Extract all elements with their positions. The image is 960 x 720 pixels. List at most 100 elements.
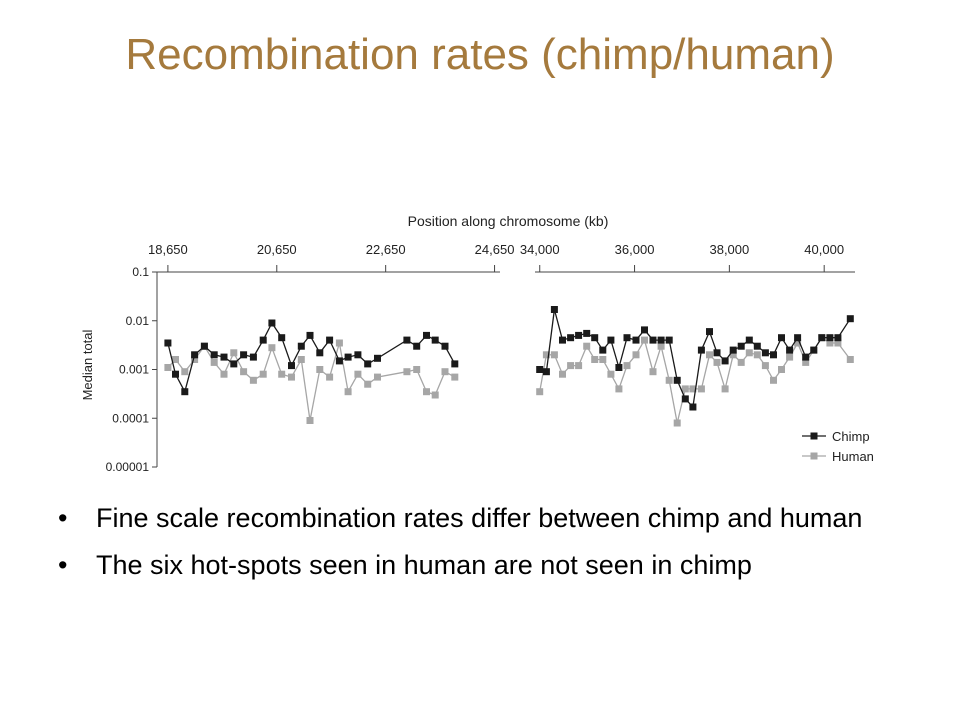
chimp-data-point — [778, 334, 785, 342]
chimp-data-point — [673, 376, 681, 384]
human-data-point — [567, 362, 575, 370]
human-data-point — [706, 351, 713, 359]
chimp-data-point — [230, 360, 238, 368]
chimp-data-point — [632, 336, 640, 344]
recombination-chart: Position along chromosome (kb) Median tot… — [80, 213, 874, 474]
x-tick-label: 22,650 — [366, 242, 406, 257]
human-data-point — [826, 339, 834, 347]
chimp-data-point — [164, 339, 172, 347]
bullet-dot-icon: • — [58, 503, 68, 533]
human-data-point — [665, 376, 673, 384]
y-axis-title: Median total — [80, 329, 95, 400]
human-data-point — [542, 351, 550, 359]
bullet-list: • Fine scale recombination rates differ … — [58, 502, 918, 596]
chimp-data-point — [665, 336, 673, 344]
human-data-point — [354, 370, 362, 378]
human-data-point — [210, 358, 218, 366]
human-data-point — [753, 351, 761, 359]
chimp-data-point — [374, 354, 381, 362]
chimp-data-point — [846, 315, 854, 323]
human-data-point — [599, 356, 607, 363]
chimp-data-point — [826, 334, 834, 342]
chimp-data-point — [623, 334, 631, 342]
human-data-point — [230, 349, 238, 357]
human-data-point — [164, 364, 172, 371]
human-data-point — [306, 417, 314, 424]
bullet-dot-icon: • — [58, 550, 68, 580]
human-data-point — [632, 351, 640, 359]
x-tick-label: 40,000 — [804, 242, 844, 257]
human-data-point — [607, 370, 615, 378]
human-data-point — [721, 385, 729, 393]
human-data-point — [316, 366, 324, 373]
chimp-data-point — [729, 346, 737, 354]
human-data-point — [770, 376, 777, 384]
legend-label-chimp: Chimp — [832, 429, 870, 444]
bullet-text: The six hot-spots seen in human are not … — [96, 550, 752, 580]
chimp-data-point — [818, 334, 826, 342]
human-data-point — [591, 356, 599, 363]
human-data-point — [403, 368, 411, 376]
human-data-point — [191, 356, 199, 363]
chimp-data-point — [542, 368, 550, 376]
chimp-data-point — [706, 328, 713, 336]
x-tick-label: 38,000 — [709, 242, 749, 257]
chimp-data-point — [770, 351, 777, 359]
chimp-data-point — [431, 336, 439, 344]
human-data-point — [745, 349, 753, 357]
x-tick-label: 20,650 — [257, 242, 297, 257]
human-data-point — [559, 370, 566, 378]
human-data-point — [641, 336, 648, 344]
chimp-data-point — [697, 346, 705, 354]
human-data-point — [761, 362, 769, 370]
chimp-data-point — [297, 342, 305, 350]
chimp-data-point — [615, 364, 623, 371]
chimp-data-point — [607, 336, 615, 344]
human-data-point — [259, 370, 267, 378]
chimp-data-point — [575, 331, 583, 339]
human-data-point — [451, 373, 459, 381]
human-data-point — [268, 344, 276, 352]
human-data-point — [431, 391, 439, 399]
chimp-data-point — [316, 349, 324, 357]
x-tick-label: 34,000 — [520, 242, 560, 257]
chimp-data-point — [423, 331, 430, 339]
human-data-point — [689, 385, 697, 393]
legend-marker-chimp — [810, 432, 818, 440]
chimp-data-point — [288, 362, 295, 370]
human-data-point — [297, 356, 305, 363]
chimp-data-point — [745, 336, 753, 344]
human-data-point — [441, 368, 449, 376]
chimp-data-point — [657, 336, 665, 344]
chimp-data-point — [721, 357, 729, 365]
chimp-data-point — [591, 334, 599, 342]
chimp-data-point — [220, 353, 228, 361]
chimp-data-point — [550, 306, 558, 313]
human-data-point — [729, 351, 737, 359]
legend-label-human: Human — [832, 449, 874, 464]
y-tick-label: 0.1 — [132, 265, 149, 279]
chimp-data-point — [536, 366, 544, 373]
human-data-point — [802, 358, 810, 366]
chimp-data-point — [240, 351, 248, 359]
human-data-point — [623, 362, 631, 370]
chimp-data-point — [403, 336, 411, 344]
chimp-data-point — [786, 346, 794, 354]
human-data-point — [834, 339, 842, 347]
bullet-text: Fine scale recombination rates differ be… — [96, 503, 863, 533]
chimp-data-point — [753, 342, 761, 350]
human-data-point — [615, 385, 623, 393]
chimp-data-point — [559, 336, 566, 344]
human-data-point — [172, 356, 179, 363]
chimp-data-point — [810, 346, 818, 354]
human-data-point — [681, 385, 689, 393]
y-tick-label: 0.00001 — [106, 460, 150, 474]
human-data-point — [423, 388, 430, 396]
chimp-data-point — [210, 351, 218, 359]
chimp-data-point — [278, 334, 286, 342]
y-tick-label: 0.001 — [119, 363, 149, 377]
chimp-data-point — [583, 329, 591, 337]
chimp-data-point — [306, 331, 314, 339]
chimp-data-point — [191, 351, 199, 359]
human-data-point — [673, 419, 681, 427]
